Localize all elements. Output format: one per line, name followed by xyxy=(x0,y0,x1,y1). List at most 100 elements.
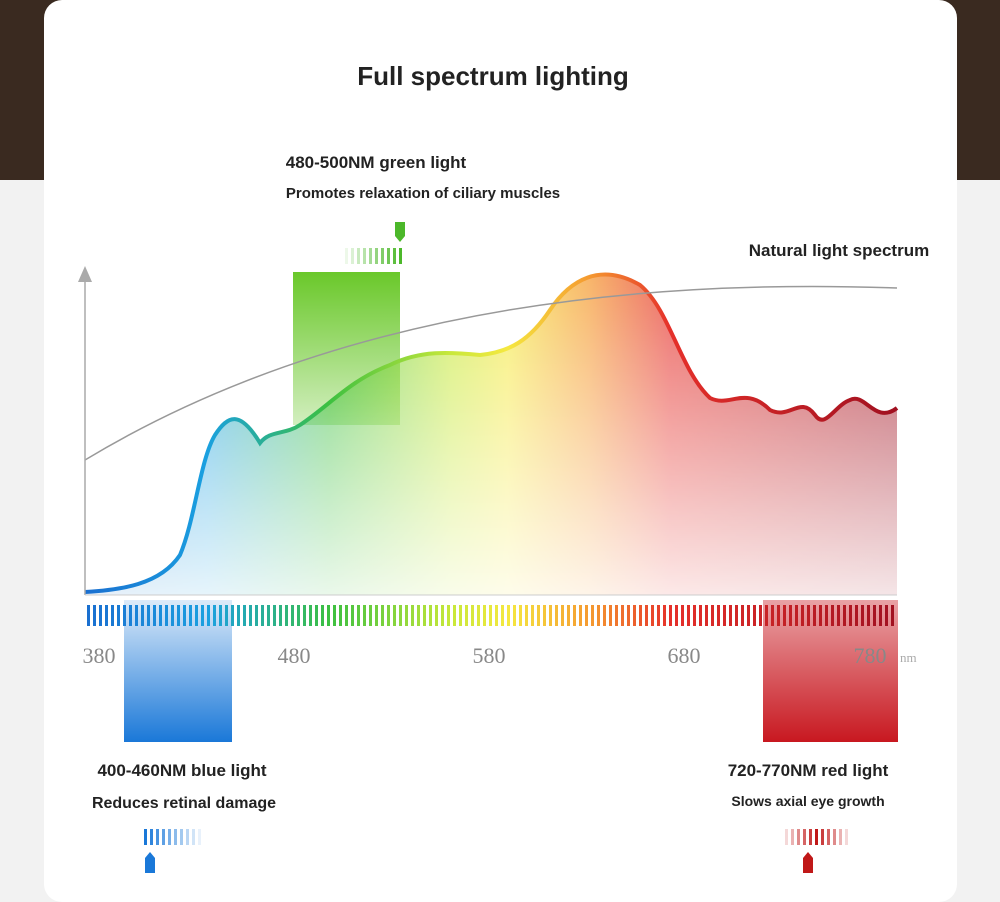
spectrum-bar xyxy=(495,605,498,626)
indicator-bar xyxy=(821,829,824,845)
spectrum-bar xyxy=(513,605,516,626)
spectrum-bar xyxy=(477,605,480,626)
spectrum-bar xyxy=(801,605,804,626)
spectrum-bar xyxy=(267,605,270,626)
spectrum-bar xyxy=(663,605,666,626)
spectrum-bar xyxy=(423,605,426,626)
indicator-bar xyxy=(186,829,189,845)
spectrum-bar xyxy=(585,605,588,626)
spectrum-bar xyxy=(633,605,636,626)
spectrum-bar xyxy=(507,605,510,626)
spectrum-bar xyxy=(285,605,288,626)
spectrum-bar xyxy=(93,605,96,626)
indicator-bar xyxy=(827,829,830,845)
spectrum-bar xyxy=(573,605,576,626)
green-label: 480-500NM green light xyxy=(286,153,467,172)
spectrum-bar xyxy=(297,605,300,626)
title: Full spectrum lighting xyxy=(357,61,629,91)
spectrum-bar xyxy=(855,605,858,626)
indicator-bars xyxy=(144,248,848,845)
natural-label: Natural light spectrum xyxy=(749,241,929,260)
spectrum-bar xyxy=(645,605,648,626)
spectrum-bar xyxy=(759,605,762,626)
spectrum-bar xyxy=(819,605,822,626)
spectrum-bar xyxy=(651,605,654,626)
spectrum-bar xyxy=(441,605,444,626)
spectrum-bar xyxy=(831,605,834,626)
green-note: Promotes relaxation of ciliary muscles xyxy=(286,185,560,202)
spectrum-bar xyxy=(315,605,318,626)
indicator-bar xyxy=(144,829,147,845)
spectrum-bar xyxy=(255,605,258,626)
spectrum-bar xyxy=(99,605,102,626)
spectrum-bar xyxy=(237,605,240,626)
spectrum-bar xyxy=(159,605,162,626)
spectrum-bar xyxy=(669,605,672,626)
spectrum-bar xyxy=(843,605,846,626)
spectrum-bar xyxy=(867,605,870,626)
red-marker xyxy=(803,852,813,873)
indicator-bar xyxy=(381,248,384,264)
spectrum-bar xyxy=(627,605,630,626)
indicator-bar xyxy=(797,829,800,845)
blue-label: 400-460NM blue light xyxy=(97,761,266,780)
red-note: Slows axial eye growth xyxy=(731,793,884,809)
spectrum-bar xyxy=(189,605,192,626)
spectrum-bar xyxy=(435,605,438,626)
axis-unit: nm xyxy=(900,650,917,665)
natural-curve xyxy=(84,285,898,461)
spectrum-bar xyxy=(387,605,390,626)
spectrum-bar xyxy=(195,605,198,626)
spectrum-bar xyxy=(471,605,474,626)
spectrum-bar xyxy=(675,605,678,626)
spectrum-bar xyxy=(531,605,534,626)
x-tick-label: 380 xyxy=(83,643,116,668)
spectrum-bar xyxy=(597,605,600,626)
spectrum-bar xyxy=(261,605,264,626)
spectrum-bar xyxy=(459,605,462,626)
spectrum-bar xyxy=(681,605,684,626)
spectrum-bars xyxy=(87,605,894,626)
spectrum-bar xyxy=(333,605,336,626)
spectrum-bar xyxy=(273,605,276,626)
spectrum-bar xyxy=(789,605,792,626)
indicator-bar xyxy=(357,248,360,264)
blue-marker xyxy=(145,852,155,873)
axis-arrow xyxy=(78,266,92,282)
spectrum-bar xyxy=(555,605,558,626)
spectrum-bar xyxy=(609,605,612,626)
spectrum-bar xyxy=(351,605,354,626)
spectrum-bar xyxy=(639,605,642,626)
indicator-bar xyxy=(174,829,177,845)
spectrum-bar xyxy=(357,605,360,626)
spectrum-bar xyxy=(777,605,780,626)
spectrum-bar xyxy=(747,605,750,626)
indicator-bar xyxy=(180,829,183,845)
spectrum-area xyxy=(85,274,897,595)
axis-ticks: 380 480 580 680 780 xyxy=(83,643,887,668)
indicator-bar xyxy=(150,829,153,845)
spectrum-bar xyxy=(687,605,690,626)
spectrum-bar xyxy=(87,605,90,626)
spectrum-bar xyxy=(741,605,744,626)
x-tick-label: 480 xyxy=(278,643,311,668)
spectrum-bar xyxy=(861,605,864,626)
spectrum-bar xyxy=(483,605,486,626)
spectrum-bar xyxy=(111,605,114,626)
spectrum-bar xyxy=(603,605,606,626)
spectrum-bar xyxy=(717,605,720,626)
spectrum-bar xyxy=(465,605,468,626)
spectrum-bar xyxy=(279,605,282,626)
indicator-bar xyxy=(833,829,836,845)
spectrum-bar xyxy=(567,605,570,626)
indicator-bar xyxy=(363,248,366,264)
red-label: 720-770NM red light xyxy=(728,761,889,780)
indicator-bar xyxy=(809,829,812,845)
indicator-bar xyxy=(393,248,396,264)
spectrum-bar xyxy=(723,605,726,626)
spectrum-bar xyxy=(165,605,168,626)
spectrum-bar xyxy=(447,605,450,626)
spectrum-bar xyxy=(207,605,210,626)
spectrum-bar xyxy=(885,605,888,626)
spectrum-bar xyxy=(177,605,180,626)
